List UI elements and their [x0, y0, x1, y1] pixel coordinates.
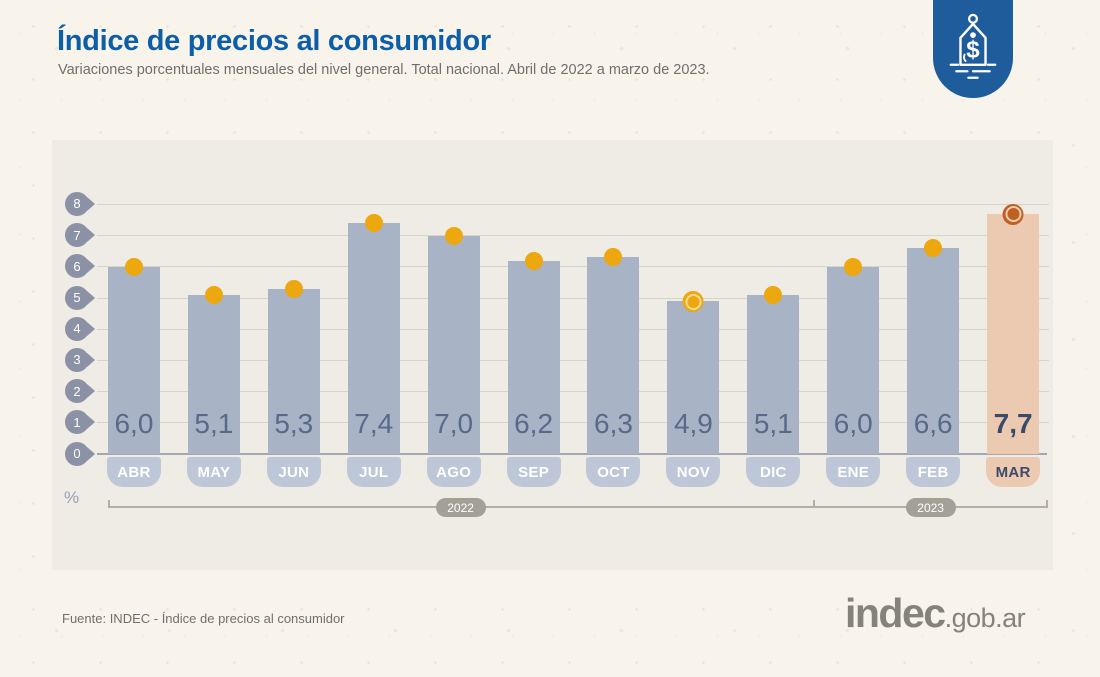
- value-label-ago: 7,0: [434, 408, 474, 439]
- bar-may: 5,1: [187, 285, 240, 454]
- dot-marker-ago: [444, 226, 463, 245]
- month-label-may: MAY: [186, 457, 241, 487]
- gridline-8: [97, 203, 1049, 205]
- y-tick-8: 8: [65, 191, 89, 216]
- month-label-jun: JUN: [266, 457, 321, 487]
- value-label-mar: 7,7: [993, 408, 1033, 439]
- price-tag-badge: $: [933, 0, 1013, 98]
- year-label-2022: 2022: [435, 498, 486, 517]
- y-tick-7: 7: [65, 223, 89, 248]
- month-label-ago: AGO: [426, 457, 481, 487]
- source-note: Fuente: INDEC - Índice de precios al con…: [62, 611, 345, 626]
- max-marker-mar: [1002, 203, 1024, 225]
- bar-series: 6,0 ABR 5,1 MAY 5,3 JUN 7,4 JUL 7,0 AGO 6,2 SEP 6,3 O…: [94, 140, 1053, 487]
- value-label-ene: 6,0: [833, 408, 873, 439]
- bar-abr: 6,0: [107, 257, 160, 454]
- value-label-dic: 5,1: [753, 408, 793, 439]
- bar-jun: 5,3: [267, 279, 320, 454]
- value-label-nov: 4,9: [673, 408, 713, 439]
- dot-marker-jul: [364, 214, 383, 233]
- value-label-oct: 6,3: [594, 408, 633, 439]
- bar-group-nov: 4,9 NOV: [653, 140, 733, 487]
- y-tick-5: 5: [65, 285, 89, 310]
- year-label-2023: 2023: [905, 498, 956, 517]
- bar-jul: 7,4: [347, 214, 400, 454]
- indec-logo: indec .gob.ar: [845, 590, 1026, 637]
- gridline-5: [97, 297, 1049, 299]
- bar-group-feb: 6,6 FEB: [893, 140, 973, 487]
- month-label-sep: SEP: [506, 457, 561, 487]
- dot-marker-dic: [764, 285, 783, 304]
- dot-marker-jun: [284, 279, 303, 298]
- y-tick-1: 1: [65, 410, 89, 435]
- bar-group-may: 5,1 MAY: [174, 140, 254, 487]
- bar-feb: 6,6: [907, 239, 960, 454]
- month-label-jul: JUL: [346, 457, 401, 487]
- dot-marker-ene: [844, 257, 863, 276]
- price-tag-icon: $: [949, 13, 997, 79]
- month-label-nov: NOV: [666, 457, 721, 487]
- page-title: Índice de precios al consumidor: [57, 25, 491, 57]
- month-label-feb: FEB: [906, 457, 961, 487]
- value-label-sep: 6,2: [514, 408, 554, 439]
- bar-group-mar: 7,7 MAR: [973, 140, 1053, 487]
- bar-group-jun: 5,3 JUN: [254, 140, 334, 487]
- month-label-abr: ABR: [106, 457, 161, 487]
- bar-group-jul: 7,4 JUL: [334, 140, 414, 487]
- gridline-2: [97, 391, 1049, 393]
- dot-marker-oct: [604, 248, 623, 267]
- chart-panel: 0 1 2 3 4 5 6 7 8 % 6,0 ABR 5,1 MAY 5,3 JUN 7,4 JUL 7,0 A…: [52, 140, 1053, 570]
- svg-text:$: $: [966, 36, 980, 63]
- gridline-3: [97, 359, 1049, 361]
- value-label-jun: 5,3: [274, 408, 314, 439]
- bar-ago: 7,0: [427, 226, 480, 454]
- bar-group-ago: 7,0 AGO: [414, 140, 494, 487]
- bar-group-ene: 6,0 ENE: [813, 140, 893, 487]
- gridline-6: [97, 266, 1049, 268]
- value-label-jul: 7,4: [354, 408, 394, 439]
- month-label-dic: DIC: [746, 457, 801, 487]
- value-label-may: 5,1: [194, 408, 234, 439]
- month-label-oct: OCT: [586, 457, 641, 487]
- gridline-1: [97, 422, 1049, 424]
- dot-marker-sep: [524, 251, 543, 270]
- bar-group-dic: 5,1 DIC: [733, 140, 813, 487]
- dot-marker-feb: [924, 239, 943, 258]
- bar-sep: 6,2: [507, 251, 560, 454]
- y-tick-4: 4: [65, 316, 89, 341]
- bar-oct: 6,3: [587, 248, 640, 454]
- bar-mar: 7,7: [987, 203, 1040, 454]
- gridline-0: [97, 452, 1047, 455]
- gridline-4: [97, 328, 1049, 330]
- month-label-ene: ENE: [826, 457, 881, 487]
- y-tick-2: 2: [65, 379, 89, 404]
- bar-nov: 4,9: [667, 291, 720, 454]
- bar-ene: 6,0: [827, 257, 880, 454]
- bar-group-abr: 6,0 ABR: [94, 140, 174, 487]
- y-axis-unit-label: %: [64, 488, 80, 507]
- min-marker-nov: [682, 291, 704, 313]
- dot-marker-may: [204, 285, 223, 304]
- gridline-7: [97, 235, 1049, 237]
- indec-logo-suffix: .gob.ar: [944, 603, 1026, 633]
- month-label-mar: MAR: [986, 457, 1041, 487]
- bar-group-sep: 6,2 SEP: [494, 140, 574, 487]
- indec-logo-main: indec: [845, 590, 946, 636]
- bar-group-oct: 6,3 OCT: [574, 140, 654, 487]
- value-label-feb: 6,6: [913, 408, 953, 439]
- y-tick-0: 0: [65, 441, 89, 466]
- page-subtitle: Variaciones porcentuales mensuales del n…: [58, 62, 710, 78]
- y-tick-3: 3: [65, 347, 89, 372]
- dot-marker-abr: [124, 257, 143, 276]
- bar-dic: 5,1: [747, 285, 800, 454]
- y-tick-6: 6: [65, 254, 89, 279]
- value-label-abr: 6,0: [114, 408, 154, 439]
